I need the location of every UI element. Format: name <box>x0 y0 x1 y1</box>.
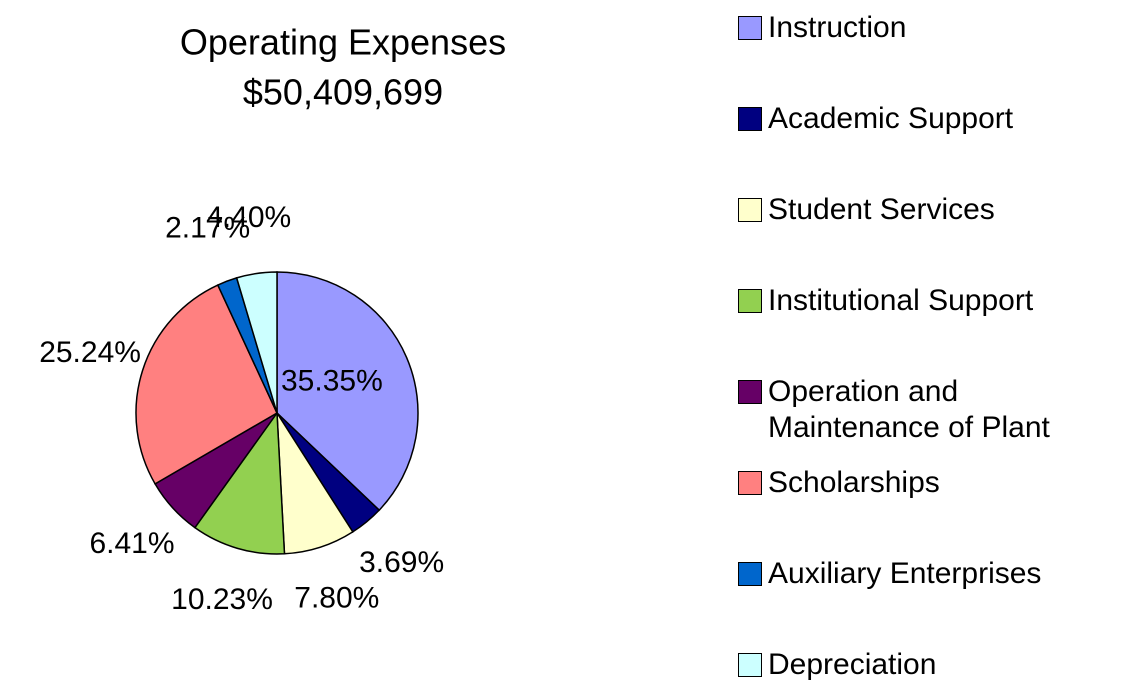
legend-swatch <box>738 471 762 495</box>
legend-label: Auxiliary Enterprises <box>768 557 1042 590</box>
legend-item: Institutional Support <box>738 283 1118 319</box>
legend-item: Depreciation <box>738 647 1118 683</box>
chart-subtitle: $50,409,699 <box>243 72 443 113</box>
legend-label: Instruction <box>768 11 907 44</box>
legend-swatch <box>738 289 762 313</box>
legend-swatch <box>738 380 762 404</box>
legend-item: Instruction <box>738 10 1118 46</box>
data-label: 2.17% <box>165 212 250 245</box>
legend-label: Academic Support <box>768 102 1014 135</box>
data-label: 6.41% <box>89 527 174 560</box>
legend-swatch <box>738 198 762 222</box>
legend-label: Student Services <box>768 193 995 226</box>
data-label: 3.69% <box>359 546 444 579</box>
data-label: 35.35% <box>281 364 383 397</box>
legend-item: Academic Support <box>738 101 1118 137</box>
chart-title: Operating Expenses <box>180 22 506 63</box>
legend-item: Student Services <box>738 192 1118 228</box>
legend-item: Scholarships <box>738 465 1118 501</box>
legend-label: Operation and Maintenance of Plant <box>768 375 1050 444</box>
data-label: 7.80% <box>294 582 379 615</box>
legend-swatch <box>738 562 762 586</box>
pie-slice <box>193 410 286 555</box>
legend-item: Auxiliary Enterprises <box>738 556 1118 592</box>
pie-slice <box>235 271 278 414</box>
legend-swatch <box>738 16 762 40</box>
data-label: 4.40% <box>206 201 291 234</box>
legend-label: Scholarships <box>768 466 940 499</box>
data-label: 25.24% <box>39 336 141 369</box>
legend-label: Institutional Support <box>768 284 1034 317</box>
legend-swatch <box>738 653 762 677</box>
pie-slice <box>276 271 419 512</box>
data-label: 10.23% <box>171 583 273 616</box>
legend-swatch <box>738 107 762 131</box>
legend-label: Depreciation <box>768 648 937 681</box>
legend-item: Operation and Maintenance of Plant <box>738 374 1118 446</box>
pie-slice <box>135 284 278 485</box>
